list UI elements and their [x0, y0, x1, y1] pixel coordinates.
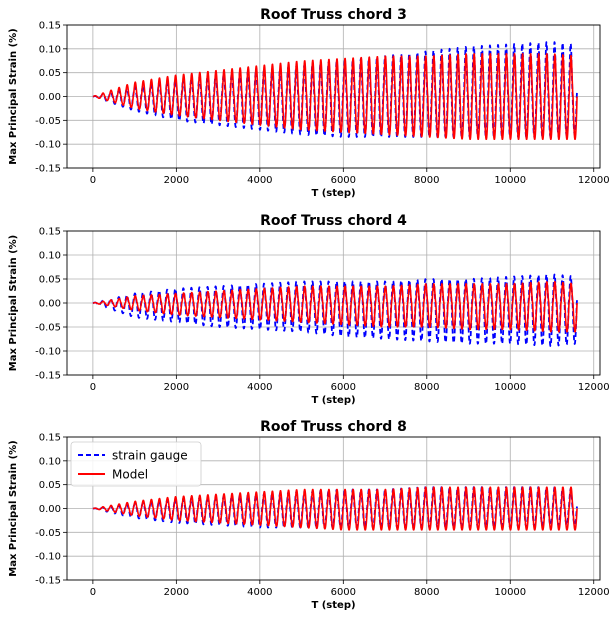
- x-tick-label: 12000: [578, 175, 610, 186]
- x-tick-label: 12000: [578, 587, 610, 598]
- x-tick-label: 4000: [247, 587, 272, 598]
- legend-label: Model: [112, 468, 148, 482]
- y-tick-label: 0.10: [39, 456, 61, 467]
- x-tick-label: 10000: [494, 175, 526, 186]
- y-axis-label: Max Principal Strain (%): [8, 440, 19, 576]
- x-tick-label: 0: [90, 382, 96, 393]
- x-tick-label: 12000: [578, 382, 610, 393]
- x-tick-label: 4000: [247, 382, 272, 393]
- x-tick-label: 8000: [414, 175, 439, 186]
- y-tick-label: 0.00: [39, 92, 61, 103]
- chart-panel-3: 0 2000 4000 6000 8000 10000 12000 -0.15 -0.10 -0.…: [8, 419, 610, 611]
- x-tick-label: 6000: [331, 175, 356, 186]
- y-tick-label: -0.05: [35, 116, 61, 127]
- chart-title: Roof Truss chord 3: [260, 7, 407, 23]
- y-tick-label: -0.15: [35, 164, 61, 175]
- chart-title: Roof Truss chord 4: [260, 213, 407, 229]
- y-tick-label: 0.05: [39, 68, 61, 79]
- y-tick-label: -0.10: [35, 347, 61, 358]
- x-tick-label: 4000: [247, 175, 272, 186]
- y-tick-label: 0.10: [39, 44, 61, 55]
- legend: strain gauge Model: [70, 441, 202, 487]
- x-axis-label: T (step): [311, 395, 355, 406]
- series-line-model: [92, 281, 578, 333]
- chart-title: Roof Truss chord 8: [260, 419, 407, 435]
- x-tick-label: 2000: [164, 382, 189, 393]
- x-tick-label: 8000: [414, 382, 439, 393]
- chart-panel-2: 0 2000 4000 6000 8000 10000 12000 -0.15 -0.10 -0.…: [8, 213, 610, 406]
- x-tick-label: 6000: [331, 382, 356, 393]
- y-tick-label: 0.05: [39, 275, 61, 286]
- y-tick-label: -0.10: [35, 140, 61, 151]
- y-axis-label: Max Principal Strain (%): [8, 28, 19, 164]
- x-tick-label: 2000: [164, 175, 189, 186]
- series-line-model: [92, 486, 578, 531]
- y-tick-label: 0.15: [39, 433, 61, 444]
- y-tick-label: -0.05: [35, 528, 61, 539]
- x-tick-label: 2000: [164, 587, 189, 598]
- x-axis-label: T (step): [311, 188, 355, 199]
- data-area: [92, 273, 578, 347]
- x-tick-label: 0: [90, 175, 96, 186]
- x-tick-label: 10000: [494, 587, 526, 598]
- y-tick-label: 0.05: [39, 480, 61, 491]
- y-tick-label: -0.05: [35, 323, 61, 334]
- y-tick-label: 0.15: [39, 21, 61, 32]
- series-line-model: [92, 53, 578, 140]
- y-tick-label: 0.10: [39, 251, 61, 262]
- y-axis-label: Max Principal Strain (%): [8, 235, 19, 371]
- y-tick-label: 0.15: [39, 227, 61, 238]
- data-area: [92, 486, 578, 531]
- data-area: [92, 41, 578, 140]
- x-tick-label: 0: [90, 587, 96, 598]
- x-tick-label: 10000: [494, 382, 526, 393]
- y-tick-label: -0.10: [35, 552, 61, 563]
- chart-panel-1: 0 2000 4000 6000 8000 10000 12000 -0.15 -0.10 -0.…: [8, 7, 610, 199]
- y-tick-label: -0.15: [35, 576, 61, 587]
- x-axis-label: T (step): [311, 600, 355, 611]
- y-tick-label: -0.15: [35, 371, 61, 382]
- y-tick-label: 0.00: [39, 299, 61, 310]
- legend-label: strain gauge: [112, 449, 188, 463]
- x-tick-label: 6000: [331, 587, 356, 598]
- y-tick-label: 0.00: [39, 504, 61, 515]
- x-tick-label: 8000: [414, 587, 439, 598]
